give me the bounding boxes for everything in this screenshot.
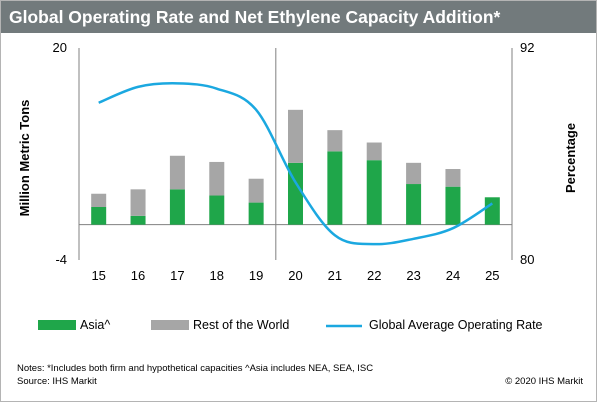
y-axis-label: Million Metric Tons — [17, 100, 32, 217]
x-tick-label: 21 — [328, 268, 342, 283]
bar-rest-of-world — [169, 155, 185, 190]
legend: Asia^ Rest of the World Global Average Ope… — [38, 318, 543, 332]
bar-asia — [169, 189, 185, 225]
y-tick-label: -4 — [55, 252, 67, 267]
bar-asia — [366, 160, 382, 225]
bar-asia — [209, 195, 225, 225]
bar-rest-of-world — [445, 169, 461, 187]
x-tick-label: 17 — [170, 268, 184, 283]
legend-label: Rest of the World — [193, 318, 289, 332]
bar-rest-of-world — [366, 142, 382, 161]
y2-tick-label: 92 — [520, 40, 534, 55]
chart-notes: Notes: *Includes both firm and hypotheti… — [17, 363, 374, 374]
bar-asia — [130, 215, 146, 225]
plot-area: 20 -4 92 80 15 16 17 18 19 20 21 22 23 24 25 — [53, 40, 535, 283]
x-tick-label: 22 — [367, 268, 381, 283]
bar-asia — [248, 202, 264, 225]
y2-axis-label: Percentage — [563, 123, 578, 193]
bar-asia — [484, 197, 500, 225]
bar-rest-of-world — [209, 161, 225, 196]
x-tick-label: 16 — [131, 268, 145, 283]
bar-rest-of-world — [130, 189, 146, 216]
legend-label: Global Average Operating Rate — [369, 318, 543, 332]
y-tick-label: 20 — [53, 40, 67, 55]
y2-tick-label: 80 — [520, 252, 534, 267]
legend-label: Asia^ — [80, 318, 110, 332]
x-tick-label: 25 — [485, 268, 499, 283]
x-tick-label: 24 — [446, 268, 460, 283]
legend-key-asia — [38, 320, 76, 330]
chart-title: Global Operating Rate and Net Ethylene C… — [9, 7, 501, 27]
title-bar: Global Operating Rate and Net Ethylene C… — [1, 1, 596, 33]
x-tick-label: 15 — [91, 268, 105, 283]
x-tick-label: 18 — [210, 268, 224, 283]
bar-rest-of-world — [327, 130, 343, 152]
x-tick-label: 20 — [288, 268, 302, 283]
chart-source: Source: IHS Markit — [17, 376, 97, 387]
x-tick-label: 23 — [406, 268, 420, 283]
bar-asia — [406, 184, 422, 225]
bar-asia — [91, 207, 107, 225]
bar-rest-of-world — [91, 193, 107, 207]
bar-asia — [327, 151, 343, 225]
bar-rest-of-world — [406, 162, 422, 185]
legend-key-rest-of-world — [151, 320, 189, 330]
copyright: © 2020 IHS Markit — [505, 376, 583, 387]
x-tick-label: 19 — [249, 268, 263, 283]
bar-asia — [445, 186, 461, 225]
bar-rest-of-world — [288, 109, 303, 163]
bar-rest-of-world — [248, 178, 264, 203]
